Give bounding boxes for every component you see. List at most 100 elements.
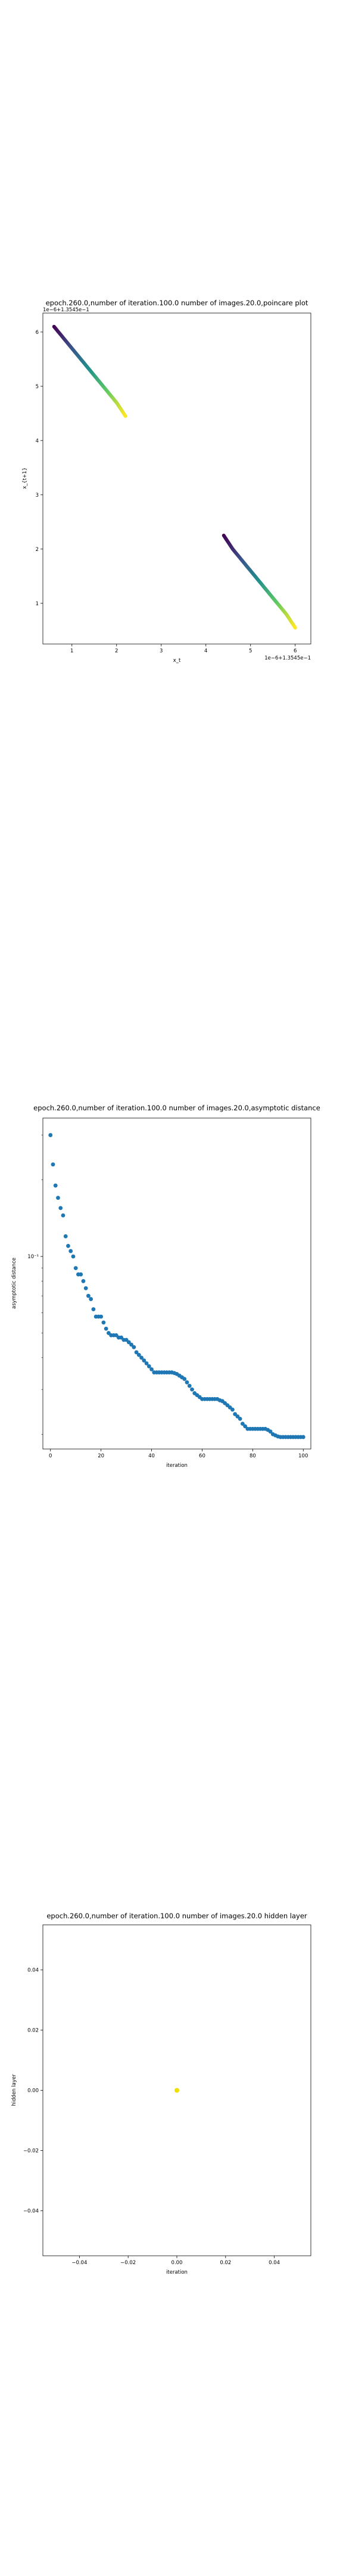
poincare-point — [123, 414, 127, 418]
asymptotic-point — [243, 1424, 248, 1429]
asymptotic-point — [58, 1206, 63, 1210]
poincare-y-tick-label: 3 — [36, 493, 39, 499]
asymptotic-point — [51, 1162, 55, 1167]
asymptotic-distance-plot: epoch.260.0,number of iteration.100.0 nu… — [11, 1104, 320, 1469]
poincare-y-ticks: 1 2 3 4 5 6 — [36, 330, 43, 607]
asymptotic-point — [104, 1326, 108, 1331]
asymptotic-point — [63, 1234, 68, 1239]
asymptotic-point — [230, 1407, 235, 1412]
asymptotic-point — [190, 1387, 194, 1392]
asymptotic-y-label: asymptotic distance — [11, 1258, 17, 1309]
asymptotic-x-label: iteration — [166, 1463, 188, 1469]
asymptotic-point — [124, 1337, 129, 1342]
asymptotic-point — [68, 1249, 73, 1253]
poincare-y-offset: 1e−6+1.3545e−1 — [43, 307, 89, 313]
asymptotic-point — [146, 1364, 151, 1368]
asymptotic-point — [99, 1314, 104, 1319]
poincare-x-tick-label: 4 — [204, 648, 207, 654]
poincare-x-tick-label: 5 — [249, 648, 252, 654]
hidden-layer-x-tick-label: −0.02 — [120, 2260, 136, 2266]
asymptotic-y-tick-label: 10⁻¹ — [27, 1254, 39, 1260]
hidden-layer-y-tick-label: −0.04 — [23, 2208, 39, 2214]
asymptotic-point — [132, 1345, 136, 1349]
asymptotic-point — [101, 1320, 106, 1325]
hidden-layer-y-tick-label: −0.02 — [23, 2148, 39, 2154]
asymptotic-point — [83, 1286, 88, 1290]
asymptotic-point — [235, 1414, 240, 1419]
hidden-layer-x-tick-label: 0.04 — [269, 2260, 280, 2266]
asymptotic-point — [66, 1244, 70, 1248]
asymptotic-point — [79, 1272, 83, 1277]
hidden-layer-y-tick-label: 0.04 — [27, 1968, 39, 1974]
hidden-layer-x-tick-label: 0.02 — [220, 2260, 231, 2266]
asymptotic-title: epoch.260.0,number of iteration.100.0 nu… — [33, 1104, 320, 1112]
poincare-x-offset: 1e−6+1.3545e−1 — [264, 655, 311, 661]
asymptotic-point — [134, 1350, 139, 1355]
asymptotic-x-tick-label: 60 — [199, 1453, 205, 1459]
poincare-y-tick-label: 1 — [36, 601, 39, 607]
poincare-point — [293, 626, 297, 630]
hidden-layer-x-tick-label: 0.00 — [172, 2260, 183, 2266]
asymptotic-point — [185, 1380, 189, 1385]
asymptotic-x-tick-label: 100 — [298, 1453, 308, 1459]
hidden-layer-x-label: iteration — [166, 2270, 188, 2275]
asymptotic-x-tick-label: 40 — [148, 1453, 155, 1459]
asymptotic-point — [91, 1307, 96, 1312]
poincare-plot: epoch.260.0,number of iteration.100.0 nu… — [22, 299, 311, 664]
asymptotic-x-ticks: 0 20 40 60 80 100 — [49, 1449, 308, 1459]
poincare-y-tick-label: 5 — [36, 384, 39, 390]
asymptotic-x-tick-label: 80 — [250, 1453, 256, 1459]
hidden-layer-plot: epoch.260.0,number of iteration.100.0 nu… — [11, 1912, 311, 2275]
poincare-x-tick-label: 2 — [115, 648, 118, 654]
hidden-layer-y-tick-label: 0.02 — [27, 2028, 39, 2034]
asymptotic-point — [240, 1422, 245, 1426]
asymptotic-point — [53, 1183, 58, 1188]
poincare-x-tick-label: 6 — [294, 648, 297, 654]
asymptotic-point — [144, 1361, 149, 1366]
asymptotic-point — [86, 1293, 91, 1298]
poincare-y-tick-label: 2 — [36, 547, 39, 553]
asymptotic-point — [268, 1429, 273, 1434]
poincare-x-ticks: 1 2 3 4 5 6 — [70, 644, 297, 654]
asymptotic-point — [56, 1196, 60, 1200]
poincare-x-tick-label: 1 — [70, 648, 73, 654]
hidden-layer-x-ticks: −0.04 −0.02 0.00 0.02 0.04 — [71, 2256, 280, 2266]
asymptotic-axes-frame — [42, 1117, 311, 1450]
hidden-layer-y-tick-label: 0.00 — [27, 2088, 39, 2094]
poincare-x-label: x_t — [173, 658, 181, 664]
asymptotic-point — [89, 1297, 93, 1301]
poincare-y-tick-label: 4 — [36, 438, 39, 444]
asymptotic-point — [126, 1340, 131, 1345]
poincare-x-tick-label: 3 — [160, 648, 163, 654]
asymptotic-point — [73, 1266, 78, 1271]
hidden-layer-point — [174, 2088, 179, 2093]
asymptotic-x-tick-label: 0 — [49, 1453, 52, 1459]
asymptotic-point — [71, 1254, 76, 1259]
asymptotic-point — [301, 1435, 305, 1439]
asymptotic-point — [81, 1279, 86, 1283]
asymptotic-point — [139, 1355, 144, 1360]
hidden-layer-y-ticks: −0.04 −0.02 0.00 0.02 0.04 — [23, 1968, 43, 2214]
hidden-layer-y-label: hidden layer — [11, 2074, 17, 2106]
asymptotic-point — [149, 1367, 154, 1371]
asymptotic-point — [142, 1358, 146, 1363]
asymptotic-point — [182, 1377, 187, 1381]
hidden-layer-x-tick-label: −0.04 — [71, 2260, 87, 2266]
asymptotic-points — [48, 1133, 305, 1439]
asymptotic-point — [61, 1213, 66, 1218]
poincare-title: epoch.260.0,number of iteration.100.0 nu… — [46, 299, 308, 307]
poincare-points — [52, 324, 297, 630]
asymptotic-point — [187, 1383, 192, 1388]
asymptotic-y-ticks: 10⁻¹ — [27, 1135, 43, 1435]
asymptotic-point — [48, 1133, 53, 1137]
asymptotic-point — [129, 1342, 133, 1347]
asymptotic-point — [238, 1416, 242, 1421]
poincare-y-label: x_{t+1} — [22, 467, 28, 489]
asymptotic-point — [136, 1352, 141, 1357]
asymptotic-x-tick-label: 20 — [98, 1453, 104, 1459]
poincare-y-tick-label: 6 — [36, 330, 39, 336]
hidden-layer-points — [174, 2088, 179, 2093]
poincare-axes-frame — [42, 312, 311, 645]
hidden-layer-title: epoch.260.0,number of iteration.100.0 nu… — [46, 1912, 307, 1920]
